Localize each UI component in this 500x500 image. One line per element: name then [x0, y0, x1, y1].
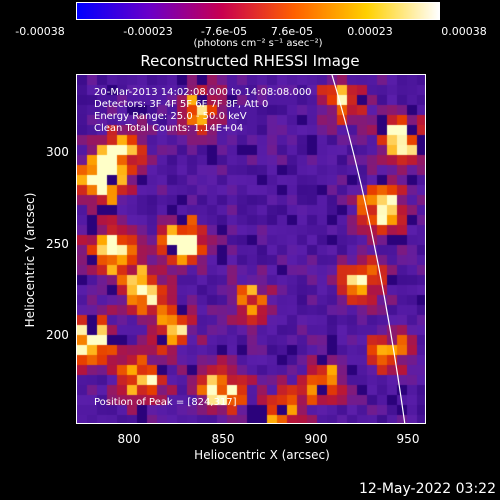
plot-title: Reconstructed RHESSI Image: [140, 52, 360, 70]
colorbar-tick: 0.00023: [347, 25, 393, 38]
generation-timestamp: 12-May-2022 03:22: [358, 481, 496, 497]
y-axis-label: Heliocentric Y (arcsec): [23, 192, 37, 328]
x-axis-label: Heliocentric X (arcsec): [194, 448, 330, 462]
colorbar-tick: -0.00038: [15, 25, 65, 38]
x-tick: 800: [117, 432, 141, 446]
colorbar-tick: 7.6e-05: [270, 25, 314, 38]
plot-area: 20-Mar-2013 14:02:08.000 to 14:08:08.000…: [76, 74, 426, 424]
colorbar-tick: -0.00023: [123, 25, 173, 38]
y-tick: 250: [46, 237, 69, 251]
colorbar-unit-label: (photons cm⁻² s⁻¹ asec⁻²): [193, 38, 323, 49]
x-tick: 900: [304, 432, 328, 446]
info-peak-position: Position of Peak = [824,317]: [94, 397, 237, 408]
colorbar: [76, 2, 440, 20]
info-time-range: 20-Mar-2013 14:02:08.000 to 14:08:08.000: [94, 87, 312, 98]
x-tick: 850: [211, 432, 235, 446]
y-tick: 200: [46, 328, 69, 342]
info-energy-range: Energy Range: 25.0 - 50.0 keV: [94, 111, 247, 122]
colorbar-tick: 0.00038: [441, 25, 487, 38]
solar-limb: [331, 75, 406, 423]
info-method-counts: Clean Total Counts: 1.14E+04: [94, 123, 244, 134]
colorbar-tick: -7.6e-05: [200, 25, 248, 38]
x-tick: 950: [396, 432, 420, 446]
y-tick: 300: [46, 145, 69, 159]
info-detectors: Detectors: 3F 4F 5F 6F 7F 8F, Att 0: [94, 99, 269, 110]
heatmap-image: [77, 75, 425, 423]
